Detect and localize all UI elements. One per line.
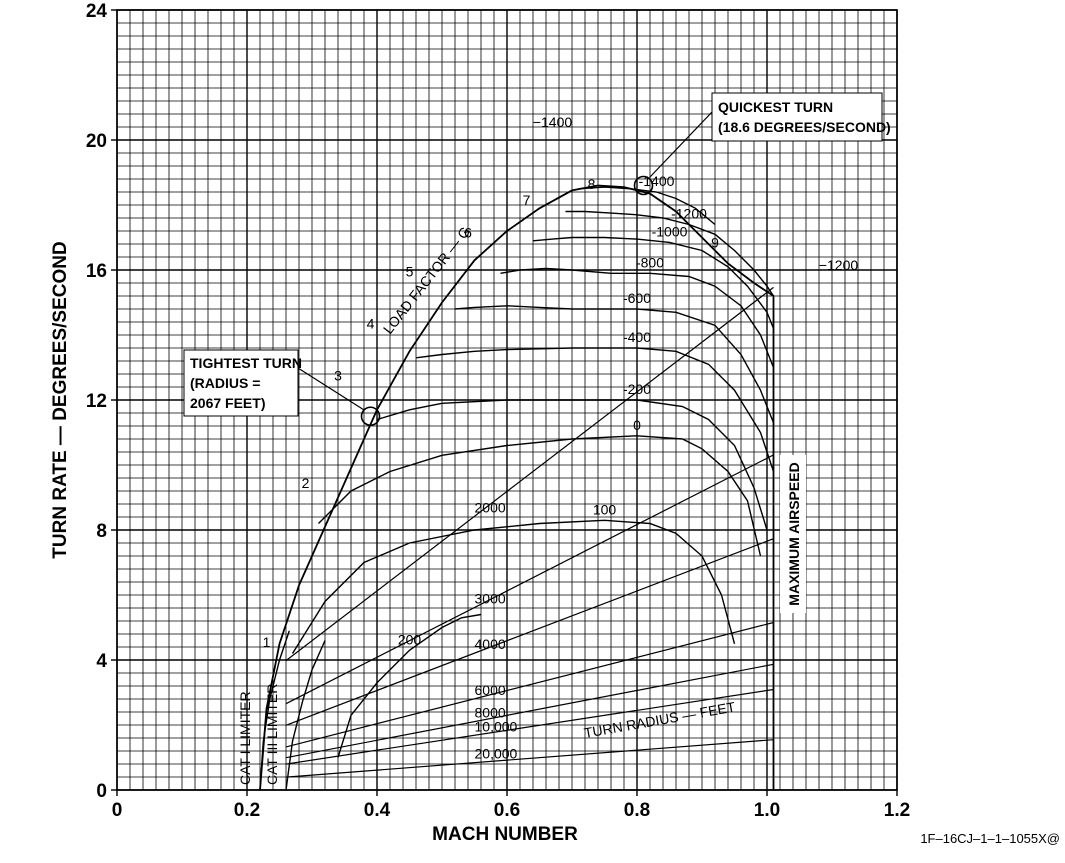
ps-curve [376, 399, 768, 531]
radius-line [285, 688, 774, 765]
radius-line [285, 621, 774, 748]
x-axis-title: MACH NUMBER [432, 824, 578, 845]
g-line-label: 8 [588, 176, 596, 192]
tightest-turn-label: TIGHTEST TURN [190, 355, 302, 371]
ps-callout-top-left: −1400 [533, 114, 573, 130]
quickest-turn-value: (18.6 DEGREES/SECOND) [718, 119, 891, 135]
ps-curve-label: 200 [398, 631, 422, 647]
g-line-label: 1 [263, 634, 271, 650]
ps-callout-right: −1200 [819, 257, 859, 273]
g-line-label: 7 [523, 192, 531, 208]
limiter-curve [285, 640, 326, 791]
cat1-limiter-label: CAT I LIMITER [237, 691, 253, 785]
tightest-turn-marker [360, 406, 381, 427]
g-line-label: 2 [302, 475, 310, 491]
quickest-turn-marker [633, 175, 654, 196]
y-tick-label: 24 [86, 1, 108, 22]
x-tick-label: 1.0 [754, 800, 780, 821]
ps-curve-label: -800 [636, 254, 664, 270]
g-line-label: 9 [711, 234, 719, 250]
tightest-turn-callout: TIGHTEST TURN (RADIUS = 2067 FEET) [183, 349, 302, 417]
x-tick-label: 0.6 [494, 800, 520, 821]
ps-curve-label: -200 [623, 381, 651, 397]
ps-curve [532, 236, 775, 329]
envelope-boundary [259, 184, 775, 791]
radius-line [285, 286, 774, 662]
radius-line-label: 3000 [475, 591, 506, 607]
y-tick-label: 16 [86, 261, 107, 282]
x-tick-label: 0.4 [364, 800, 391, 821]
ps-curve-label: -400 [623, 329, 651, 345]
quickest-turn-callout: QUICKEST TURN (18.6 DEGREES/SECOND) [711, 92, 891, 142]
ps-curve-label: -1000 [652, 223, 688, 239]
ps-curve-label: -1400 [639, 173, 675, 189]
x-tick-label: 0.2 [234, 800, 260, 821]
x-tick-label: 1.2 [884, 800, 910, 821]
radius-line-label: 2000 [475, 499, 506, 515]
chart-marks [259, 111, 775, 791]
figure-id: 1F–16CJ–1–1–1055X@ [920, 831, 1060, 846]
ps-curve [337, 613, 482, 758]
radius-line-label: 4000 [475, 636, 506, 652]
max-airspeed-callout: MAXIMUM AIRSPEED [780, 455, 806, 613]
ps-curve [454, 305, 775, 423]
tightest-turn-radius-value: 2067 FEET) [190, 395, 265, 411]
g-line-label: 6 [464, 225, 472, 241]
ps-curve [578, 186, 716, 226]
y-tick-label: 4 [96, 651, 107, 672]
radius-line [285, 739, 774, 778]
g-line-label: 4 [367, 316, 375, 332]
tightest-turn-leader [297, 367, 365, 411]
radius-line-label: 6000 [475, 682, 506, 698]
y-axis-title: TURN RATE — DEGREES/SECOND [50, 241, 71, 558]
quickest-turn-label: QUICKEST TURN [718, 99, 833, 115]
x-tick-label: 0 [112, 800, 123, 821]
radius-line-label: 10,000 [475, 718, 518, 734]
ps-curve-label: -600 [623, 290, 651, 306]
y-tick-label: 0 [96, 781, 107, 802]
g-line-label: 5 [406, 264, 414, 280]
y-tick-label: 8 [96, 521, 107, 542]
ps-curve [318, 435, 762, 557]
cat3-limiter-label: CAT III LIMITER [264, 684, 280, 785]
x-tick-label: 0.8 [624, 800, 650, 821]
tightest-turn-radius-label: (RADIUS = [190, 375, 260, 391]
y-tick-label: 20 [86, 131, 107, 152]
radius-line-label: 8000 [475, 705, 506, 721]
g-line-label: 3 [334, 368, 342, 384]
quickest-turn-leader [649, 111, 713, 178]
ps-curve-label: 0 [633, 417, 641, 433]
max-airspeed-label: MAXIMUM AIRSPEED [786, 462, 802, 605]
ps-curve-label: 100 [593, 501, 617, 517]
turn-radius-label: TURN RADIUS — FEET [583, 699, 737, 741]
ps-curve [500, 267, 775, 368]
y-tick-label: 12 [86, 391, 107, 412]
radius-line [285, 663, 774, 759]
ps-curve [291, 519, 736, 654]
ps-curve [415, 347, 775, 472]
radius-line [285, 454, 774, 705]
radius-line-label: 20,000 [475, 746, 518, 762]
ps-curve-label: -1200 [671, 206, 707, 222]
